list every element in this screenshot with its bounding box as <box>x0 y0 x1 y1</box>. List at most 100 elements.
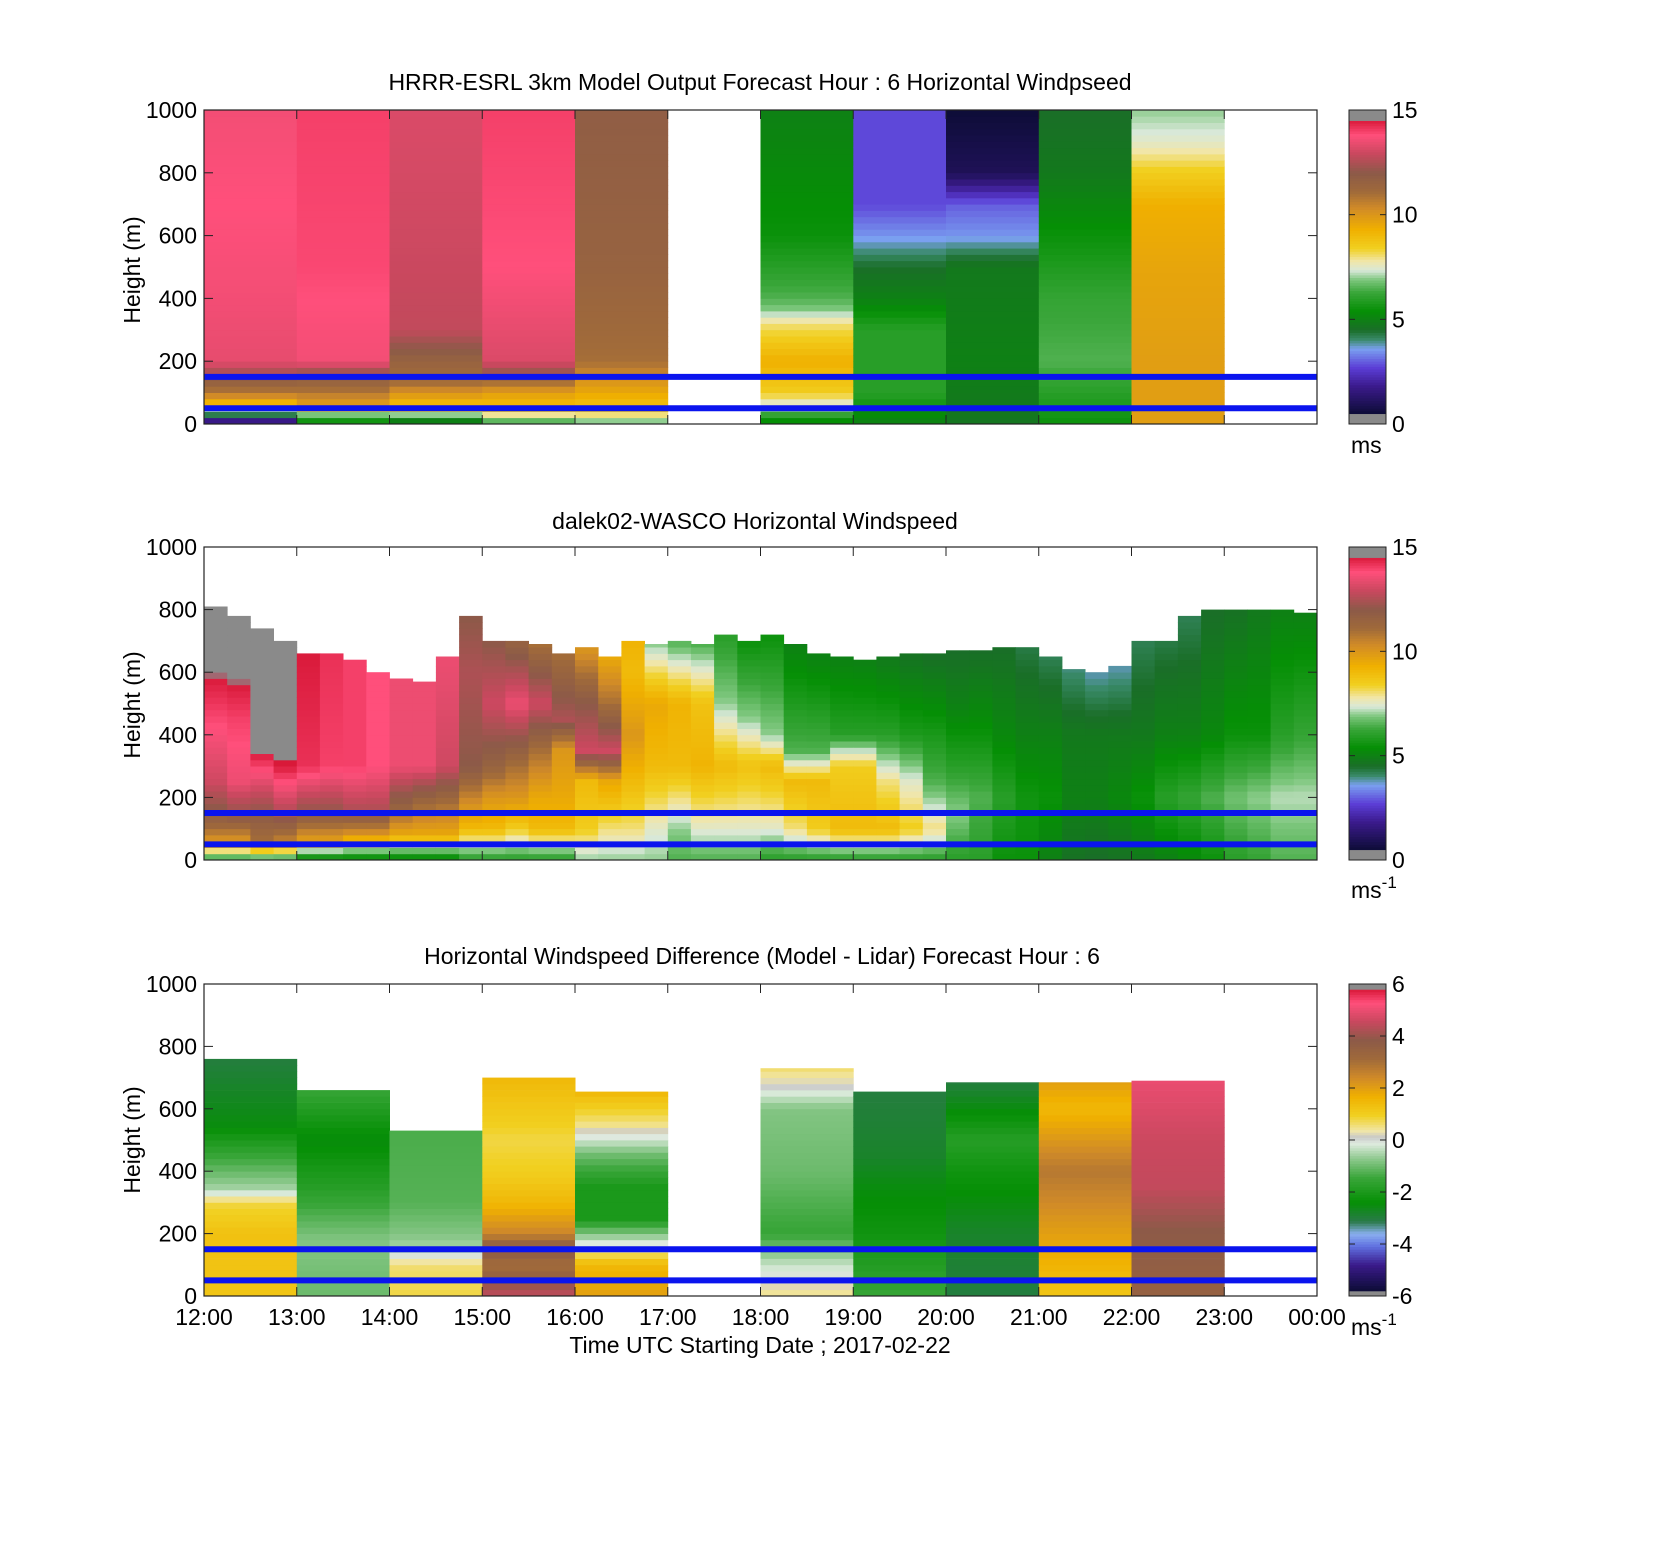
heatmap-cell <box>1131 361 1225 368</box>
heatmap-cell <box>760 659 785 667</box>
heatmap-cell <box>783 647 808 654</box>
heatmap-cell <box>1131 722 1156 729</box>
colorbar-segment <box>1349 311 1386 315</box>
heatmap-cell <box>482 1115 576 1122</box>
heatmap-cell <box>946 1202 1040 1209</box>
heatmap-cell <box>204 1165 298 1172</box>
heatmap-cell <box>459 653 483 661</box>
heatmap-cell <box>853 185 947 193</box>
heatmap-cell <box>1108 784 1132 792</box>
heatmap-cell <box>551 728 576 736</box>
heatmap-cell <box>482 317 576 324</box>
heatmap-cell <box>783 847 808 855</box>
heatmap-cell <box>1131 1177 1225 1184</box>
heatmap-cell <box>204 606 228 610</box>
heatmap-cell <box>876 778 900 786</box>
heatmap-cell <box>227 766 251 773</box>
colorbar-segment <box>1349 768 1386 772</box>
colorbar-tick-label: 10 <box>1392 638 1418 664</box>
colorbar-segment <box>1349 1155 1386 1159</box>
heatmap-cell <box>899 747 924 754</box>
heatmap-cell <box>227 828 251 836</box>
colorbar-segment <box>1349 1225 1386 1229</box>
heatmap-cell <box>1131 1146 1225 1153</box>
heatmap-cell <box>946 1127 1040 1135</box>
heatmap-cell <box>1038 417 1132 425</box>
heatmap-cell <box>1131 1252 1225 1259</box>
heatmap-cell <box>1038 336 1132 343</box>
colorbar-segment <box>1349 253 1386 258</box>
colorbar-segment <box>1349 1095 1386 1099</box>
heatmap-cell <box>528 741 553 748</box>
heatmap-cell <box>1038 709 1063 717</box>
heatmap-cell <box>992 772 1016 780</box>
heatmap-cell <box>1015 791 1040 798</box>
heatmap-cell <box>946 722 970 729</box>
heatmap-cell <box>922 828 947 836</box>
heatmap-cell <box>667 747 692 754</box>
heatmap-cell <box>250 734 274 742</box>
heatmap-cell <box>482 386 576 393</box>
heatmap-cell <box>459 791 483 798</box>
heatmap-cell <box>505 822 529 830</box>
heatmap-cell <box>204 141 298 149</box>
heatmap-cell <box>459 847 483 855</box>
heatmap-cell <box>1038 1258 1132 1266</box>
heatmap-cell <box>1131 784 1156 792</box>
colorbar-segment <box>1349 1267 1386 1271</box>
heatmap-cell <box>760 703 785 711</box>
heatmap-cell <box>1061 828 1086 836</box>
heatmap-cell <box>946 1096 1040 1103</box>
heatmap-cell <box>551 753 576 761</box>
heatmap-cell <box>946 116 1040 123</box>
heatmap-cell <box>273 653 298 661</box>
heatmap-cell <box>1293 828 1318 836</box>
heatmap-cell <box>946 304 1040 312</box>
heatmap-cell <box>204 665 228 673</box>
colorbar-segment <box>1349 1290 1386 1294</box>
heatmap-cell <box>482 1208 576 1216</box>
heatmap-cell <box>343 741 367 748</box>
x-axis <box>203 110 1318 424</box>
heatmap-cell <box>760 1271 854 1278</box>
heatmap-cell <box>946 135 1040 142</box>
heatmap-cell <box>714 672 738 679</box>
heatmap-cell <box>1061 672 1086 679</box>
heatmap-cell <box>1038 380 1132 387</box>
heatmap-cell <box>946 141 1040 149</box>
colorbar-segment <box>1349 672 1386 676</box>
heatmap-cell <box>389 254 483 262</box>
colorbar-unit-exponent: -1 <box>1382 1310 1397 1329</box>
heatmap-cell <box>204 1096 298 1103</box>
heatmap-cell <box>482 298 576 306</box>
heatmap-cell <box>1061 759 1086 767</box>
heatmap-cell <box>1247 766 1271 773</box>
heatmap-cell <box>992 665 1016 673</box>
heatmap-cell <box>250 672 274 679</box>
heatmap-cell <box>1015 853 1040 861</box>
heatmap-cell <box>806 828 831 836</box>
colorbar-segment <box>1349 185 1386 189</box>
heatmap-cell <box>273 822 298 830</box>
heatmap-cell <box>389 135 483 142</box>
heatmap-cell <box>690 816 715 823</box>
heatmap-cell <box>1131 1080 1225 1085</box>
heatmap-cell <box>690 835 715 842</box>
heatmap-cell <box>644 835 669 842</box>
colorbar-segment <box>1349 1090 1386 1094</box>
heatmap-cell <box>1038 778 1063 786</box>
heatmap-cell <box>806 853 831 861</box>
heatmap-cell <box>737 716 761 723</box>
heatmap-cell <box>1201 653 1225 661</box>
colorbar-segment <box>1349 1220 1386 1224</box>
heatmap-cell <box>435 741 460 748</box>
heatmap-cell <box>505 684 529 692</box>
colorbar-segment <box>1349 201 1386 205</box>
heatmap-cell <box>204 772 228 780</box>
heatmap-cell <box>575 311 669 318</box>
heatmap-cell <box>250 778 274 786</box>
heatmap-cell <box>992 822 1016 830</box>
heatmap-cell <box>575 191 669 199</box>
heatmap-cell <box>1247 784 1271 792</box>
